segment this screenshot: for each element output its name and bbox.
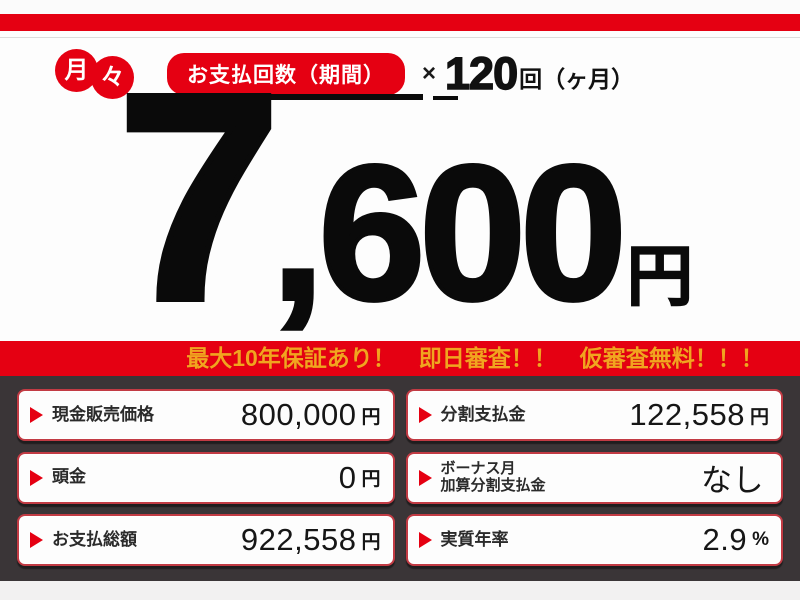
detail-unit: % — [752, 529, 769, 551]
detail-box-installment: 分割支払金 122,558 円 — [405, 389, 783, 441]
detail-label: ボーナス月 加算分割支払金 — [441, 461, 546, 494]
detail-value: 922,558 — [240, 522, 357, 558]
detail-value: なし — [701, 463, 764, 499]
monthly-badge-circle-1: 月 — [55, 49, 98, 92]
detail-value: 2.9 — [702, 522, 748, 558]
divider-line — [0, 37, 800, 38]
installments-unit: 回（ヶ月） — [519, 66, 635, 92]
detail-value: 122,558 — [629, 397, 745, 432]
payment-terms-header: 月 々 お支払回数（期間） × 120 回（ヶ月） — [0, 44, 800, 104]
triangle-bullet-icon — [418, 469, 432, 486]
detail-label-line: 実質年率 — [440, 529, 509, 549]
detail-label-line: 頭金 — [52, 467, 86, 487]
detail-label: お支払総額 — [52, 529, 137, 550]
detail-box-bonus-payment: ボーナス月 加算分割支払金 なし — [405, 451, 783, 504]
detail-label: 分割支払金 — [440, 404, 526, 425]
detail-unit: 円 — [361, 469, 381, 491]
detail-label: 実質年率 — [440, 529, 509, 550]
payment-count-pill: お支払回数（期間） — [167, 53, 405, 95]
multiply-sign: × — [422, 60, 437, 87]
detail-box-annual-rate: 実質年率 2.9 % — [405, 514, 783, 567]
promo-banner: 最大10年保証あり！ 即日審査！！ 仮審査無料！！！ — [0, 341, 800, 376]
amount-currency-yen: 円 — [626, 238, 694, 314]
detail-box-total-payment: お支払総額 922,558 円 — [17, 514, 395, 567]
detail-unit: 円 — [361, 531, 381, 553]
monthly-badge-circle-2: 々 — [91, 56, 134, 99]
amount-rest-digits: ,600 — [269, 123, 629, 342]
monthly-amount: 7 ,600 円 — [0, 32, 800, 362]
detail-value: 0 — [338, 459, 357, 495]
triangle-bullet-icon — [30, 532, 43, 549]
bottom-margin-strip — [0, 581, 800, 600]
cropped-artifact — [433, 96, 458, 100]
monthly-badge: 月 々 — [55, 49, 134, 99]
price-details-panel: 現金販売価格 800,000 円 分割支払金 122,558 円 頭金 0 円 — [0, 376, 800, 581]
triangle-bullet-icon — [418, 407, 432, 423]
detail-label-line2: 加算分割支払金 — [440, 476, 546, 494]
detail-label: 現金販売価格 — [52, 404, 154, 425]
detail-label-line: お支払総額 — [52, 529, 137, 549]
triangle-bullet-icon — [418, 532, 432, 549]
top-margin-strip — [0, 0, 800, 14]
detail-unit: 円 — [749, 406, 769, 428]
top-accent-bar — [0, 14, 800, 31]
detail-box-cash-price: 現金販売価格 800,000 円 — [17, 389, 395, 441]
detail-label-line: 現金販売価格 — [52, 404, 154, 424]
detail-label-line: ボーナス月 — [440, 460, 516, 478]
detail-unit: 円 — [361, 406, 381, 428]
triangle-bullet-icon — [30, 407, 43, 423]
detail-label: 頭金 — [52, 468, 86, 487]
amount-lead-digit: 7 — [114, 32, 284, 362]
detail-value: 800,000 — [240, 397, 357, 432]
detail-box-down-payment: 頭金 0 円 — [17, 451, 395, 504]
triangle-bullet-icon — [30, 469, 43, 486]
detail-label-line: 分割支払金 — [440, 404, 526, 424]
cropped-artifact — [185, 94, 423, 100]
installments-count: 120 — [444, 47, 519, 100]
